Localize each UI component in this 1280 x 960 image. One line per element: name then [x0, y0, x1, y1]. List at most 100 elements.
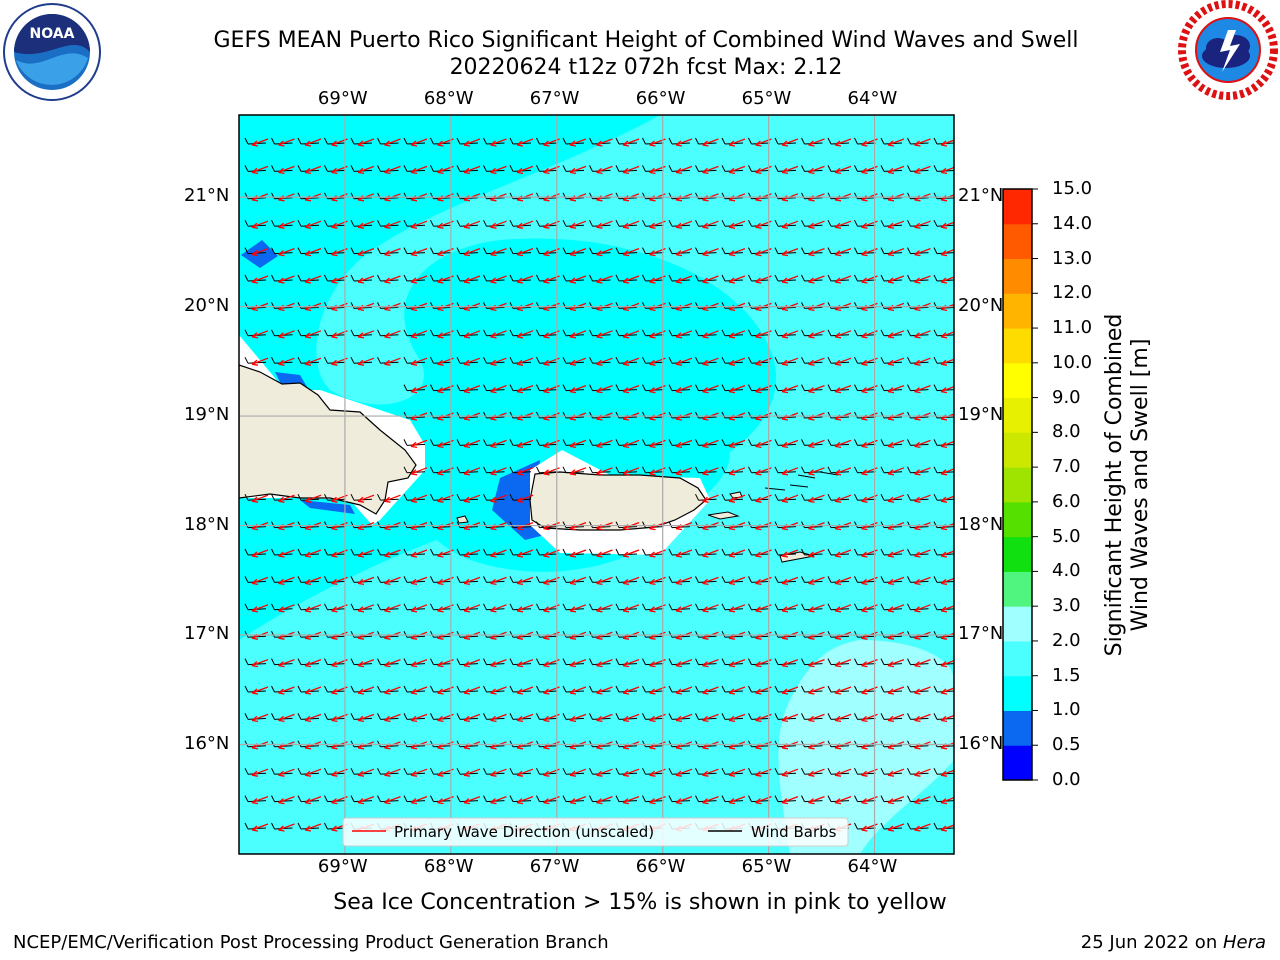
wave-direction-arrow — [622, 439, 640, 449]
vector-glyph — [589, 603, 613, 613]
vector-glyph — [854, 493, 878, 503]
vector-glyph — [430, 767, 454, 777]
wave-direction-arrow — [516, 494, 534, 503]
wave-direction-arrow — [887, 768, 905, 777]
wave-direction-arrow — [808, 549, 825, 558]
vector-glyph — [721, 685, 746, 695]
vector-glyph — [244, 822, 269, 832]
wave-direction-arrow — [675, 713, 693, 723]
wave-direction-arrow — [781, 713, 799, 723]
vector-glyph — [748, 384, 772, 394]
vector-glyph — [297, 767, 322, 777]
wave-direction-arrow — [516, 138, 534, 147]
wave-direction-arrow — [596, 768, 613, 777]
wave-direction-arrow — [834, 220, 852, 229]
vector-glyph — [562, 247, 587, 257]
wave-direction-arrow — [278, 686, 295, 695]
vector-glyph — [271, 548, 295, 558]
vector-glyph — [562, 548, 587, 558]
vector-glyph — [324, 274, 348, 284]
vector-glyph — [483, 466, 507, 476]
wave-direction-arrow — [251, 686, 269, 695]
vector-glyph — [668, 521, 693, 531]
wave-direction-arrow — [781, 549, 799, 558]
vector-glyph — [271, 165, 295, 175]
wave-direction-arrow — [702, 713, 719, 723]
vector-glyph — [774, 329, 799, 339]
vector-glyph — [907, 685, 931, 695]
vector-glyph — [350, 576, 375, 586]
vector-glyph — [297, 356, 322, 366]
vector-glyph — [456, 685, 481, 695]
wave-direction-arrow — [781, 467, 799, 476]
vector-glyph — [403, 576, 428, 586]
wave-direction-arrow — [304, 494, 322, 503]
vector-glyph — [615, 356, 640, 366]
vector-glyph — [721, 165, 746, 175]
wave-direction-arrow — [569, 138, 587, 147]
vector-glyph — [509, 439, 534, 449]
vector-glyph — [297, 219, 322, 229]
wave-direction-arrow — [516, 165, 534, 175]
wave-direction-arrow — [887, 467, 905, 476]
vector-glyph — [350, 165, 375, 175]
vector-glyph — [933, 192, 954, 202]
wave-direction-arrow — [596, 658, 613, 668]
wave-direction-arrow — [808, 686, 825, 695]
wave-direction-arrow — [622, 165, 640, 175]
vector-glyph — [907, 411, 931, 421]
vector-glyph — [933, 137, 954, 147]
vector-glyph — [668, 658, 693, 668]
wave-direction-arrow — [357, 138, 375, 147]
vector-glyph — [721, 384, 746, 394]
vector-glyph — [748, 137, 772, 147]
wave-direction-arrow — [914, 823, 931, 832]
vector-glyph — [827, 603, 852, 613]
wave-direction-arrow — [304, 686, 322, 695]
vector-glyph — [907, 521, 931, 531]
wave-direction-arrow — [516, 357, 534, 366]
lat-tick-label: 18°N — [958, 513, 1004, 535]
colorbar-label-line1: Significant Height of Combined — [1102, 313, 1127, 657]
wave-direction-arrow — [914, 494, 931, 503]
wave-direction-arrow — [834, 138, 852, 147]
vector-glyph — [721, 713, 746, 723]
vector-glyph — [350, 356, 375, 366]
wave-direction-arrow — [251, 823, 269, 832]
vector-glyph — [668, 274, 693, 284]
vector-glyph — [774, 384, 799, 394]
vector-glyph — [244, 274, 269, 284]
vector-glyph — [509, 493, 534, 503]
vector-glyph — [907, 493, 931, 503]
wave-direction-arrow — [384, 165, 401, 175]
vector-glyph — [801, 274, 825, 284]
wave-direction-arrow — [702, 275, 719, 284]
vector-glyph — [668, 137, 693, 147]
wave-direction-arrow — [490, 549, 507, 558]
vector-glyph — [854, 822, 878, 832]
wave-direction-arrow — [463, 795, 481, 805]
wave-direction-arrow — [887, 713, 905, 723]
wave-direction-arrow — [384, 357, 401, 366]
wave-direction-arrow — [834, 439, 852, 449]
wave-direction-arrow — [834, 467, 852, 476]
wave-direction-arrow — [914, 795, 931, 805]
vector-glyph — [801, 329, 825, 339]
vector-glyph — [907, 165, 931, 175]
wave-direction-arrow — [410, 658, 428, 668]
lat-tick-label: 20°N — [958, 294, 1004, 316]
vector-glyph — [562, 576, 587, 586]
wave-direction-arrow — [251, 658, 269, 668]
vector-glyph — [615, 219, 640, 229]
wave-direction-arrow — [728, 604, 746, 613]
vector-glyph — [774, 274, 799, 284]
vector-glyph — [350, 548, 375, 558]
noaa-logo-icon: NOAA — [3, 3, 101, 101]
vector-glyph — [695, 329, 719, 339]
wave-direction-arrow — [278, 795, 295, 805]
wave-direction-arrow — [304, 604, 322, 613]
wave-direction-arrow — [278, 604, 295, 613]
lon-tick-label: 68°W — [423, 88, 474, 109]
wave-direction-arrow — [384, 576, 401, 586]
vector-glyph — [562, 329, 587, 339]
